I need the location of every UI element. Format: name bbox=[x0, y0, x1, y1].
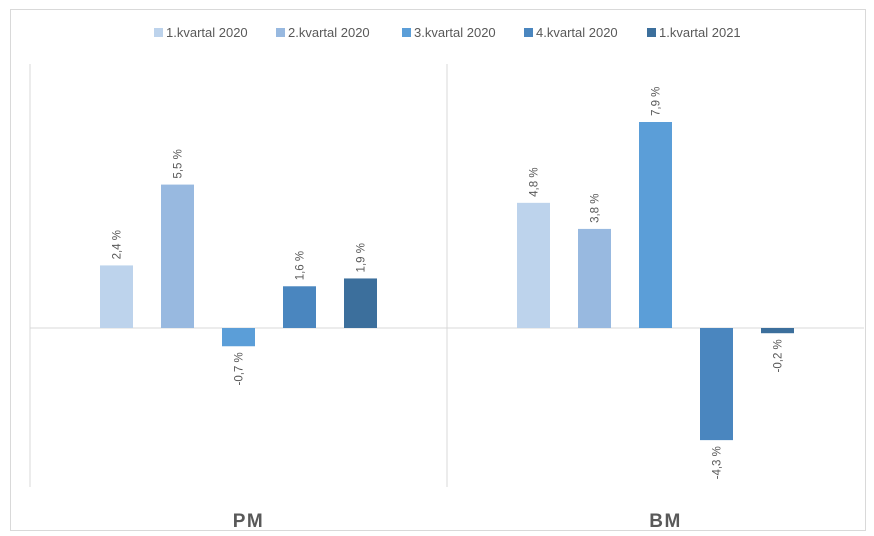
legend-swatch bbox=[276, 28, 285, 37]
axes bbox=[29, 64, 864, 487]
category-label: BM bbox=[649, 511, 682, 532]
legend-label: 1.kvartal 2020 bbox=[166, 25, 248, 40]
legend-item: 1.kvartal 2020 bbox=[154, 25, 248, 40]
legend-label: 1.kvartal 2021 bbox=[659, 25, 741, 40]
data-label: 4,8 % bbox=[529, 167, 541, 196]
category-label: PM bbox=[233, 511, 265, 532]
legend-item: 3.kvartal 2020 bbox=[402, 25, 496, 40]
bar bbox=[100, 265, 133, 328]
data-label: 3,8 % bbox=[590, 193, 602, 222]
data-label: -0,7 % bbox=[234, 352, 246, 385]
legend-item: 2.kvartal 2020 bbox=[276, 25, 370, 40]
bar bbox=[761, 328, 794, 334]
bar bbox=[517, 202, 550, 328]
data-label: 2,4 % bbox=[112, 230, 124, 259]
data-label: 1,9 % bbox=[356, 243, 368, 272]
bar bbox=[283, 286, 316, 328]
chart-frame bbox=[10, 9, 866, 531]
legend-label: 2.kvartal 2020 bbox=[288, 25, 370, 40]
legend-label: 4.kvartal 2020 bbox=[536, 25, 618, 40]
bar bbox=[639, 122, 672, 328]
data-label: 5,5 % bbox=[173, 149, 185, 178]
data-label: -0,2 % bbox=[773, 339, 785, 372]
legend-label: 3.kvartal 2020 bbox=[414, 25, 496, 40]
bar bbox=[161, 184, 194, 328]
bars bbox=[100, 122, 794, 441]
legend: 1.kvartal 2020 2.kvartal 2020 3.kvartal 20… bbox=[154, 25, 741, 40]
legend-swatch bbox=[524, 28, 533, 37]
bar bbox=[344, 278, 377, 328]
legend-swatch bbox=[402, 28, 411, 37]
bar bbox=[578, 228, 611, 328]
legend-item: 4.kvartal 2020 bbox=[524, 25, 618, 40]
legend-item: 1.kvartal 2021 bbox=[647, 25, 741, 40]
legend-swatch bbox=[154, 28, 163, 37]
bar bbox=[700, 328, 733, 441]
data-label: 7,9 % bbox=[651, 87, 663, 116]
data-labels: 2,4 % 5,5 % -0,7 % 1,6 % 1,9 % 4,8 % 3,8 % 7,9 … bbox=[112, 87, 785, 480]
bar bbox=[222, 328, 255, 347]
data-label: -4,3 % bbox=[712, 446, 724, 479]
legend-swatch bbox=[647, 28, 656, 37]
category-labels: PM BM bbox=[233, 511, 682, 532]
data-label: 1,6 % bbox=[295, 251, 307, 280]
